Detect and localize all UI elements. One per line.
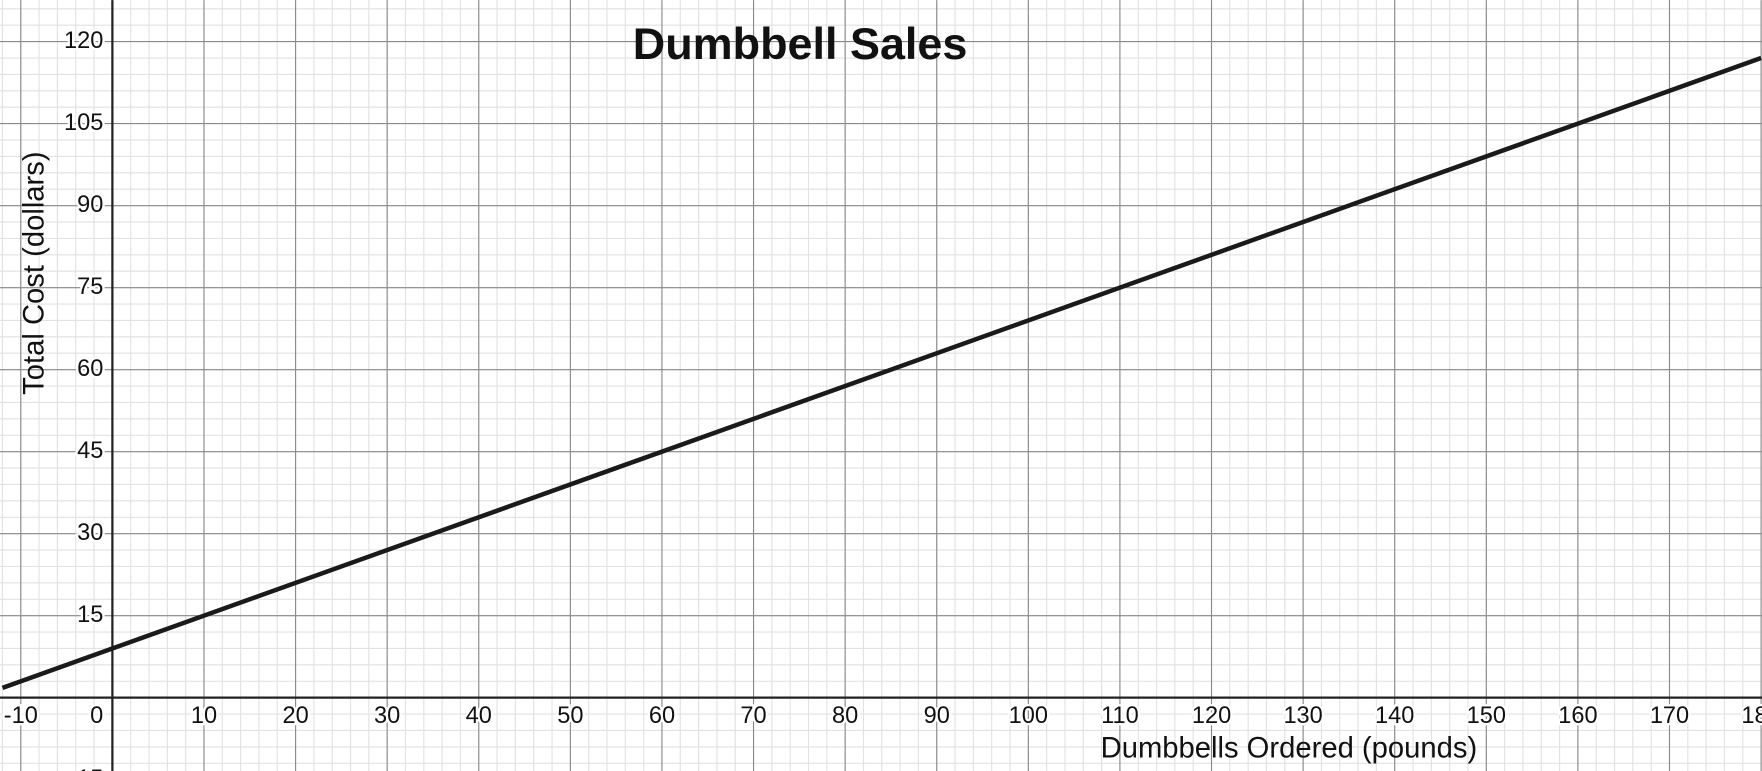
x-tick-label: 40 <box>466 702 492 728</box>
y-tick-label: 45 <box>77 437 103 463</box>
y-tick-label: 120 <box>64 27 103 53</box>
x-tick-label: 110 <box>1101 702 1139 728</box>
x-tick-label: 140 <box>1375 702 1414 728</box>
x-tick-label: -10 <box>4 702 38 728</box>
y-tick-label: 105 <box>64 109 103 135</box>
y-axis-title: Total Cost (dollars) <box>19 151 51 394</box>
y-tick-label: 90 <box>77 191 103 217</box>
x-tick-label: 80 <box>832 702 858 728</box>
x-tick-label: 100 <box>1009 702 1048 728</box>
x-tick-label: 170 <box>1650 702 1689 728</box>
x-tick-label: 30 <box>374 702 400 728</box>
x-tick-label: 150 <box>1467 702 1506 728</box>
x-tick-label: 130 <box>1283 702 1322 728</box>
y-tick-label: 75 <box>77 273 103 299</box>
x-tick-label: 0 <box>90 702 103 728</box>
x-tick-label: 50 <box>557 702 583 728</box>
chart-title: Dumbbell Sales <box>633 18 968 69</box>
x-tick-label: 90 <box>924 702 950 728</box>
y-tick-label: -15 <box>69 765 103 771</box>
x-tick-label: 120 <box>1192 702 1231 728</box>
x-tick-label: 10 <box>191 702 217 728</box>
y-tick-label: 15 <box>77 601 103 627</box>
x-tick-label: 20 <box>282 702 308 728</box>
y-tick-label: 30 <box>77 519 103 545</box>
x-axis-title: Dumbbells Ordered (pounds) <box>1101 732 1478 764</box>
y-tick-label: 60 <box>77 355 103 381</box>
labels: -10 0 10 20 30 40 50 60 70 80 90 100 110 120 130 140 150… <box>2 25 1762 771</box>
x-tick-label: 70 <box>740 702 766 728</box>
plot <box>1 55 1762 690</box>
line <box>1 55 1762 690</box>
x-tick-label: 60 <box>649 702 675 728</box>
x-tick-label: 160 <box>1558 702 1597 728</box>
x-tick-label: 180 <box>1741 702 1762 728</box>
